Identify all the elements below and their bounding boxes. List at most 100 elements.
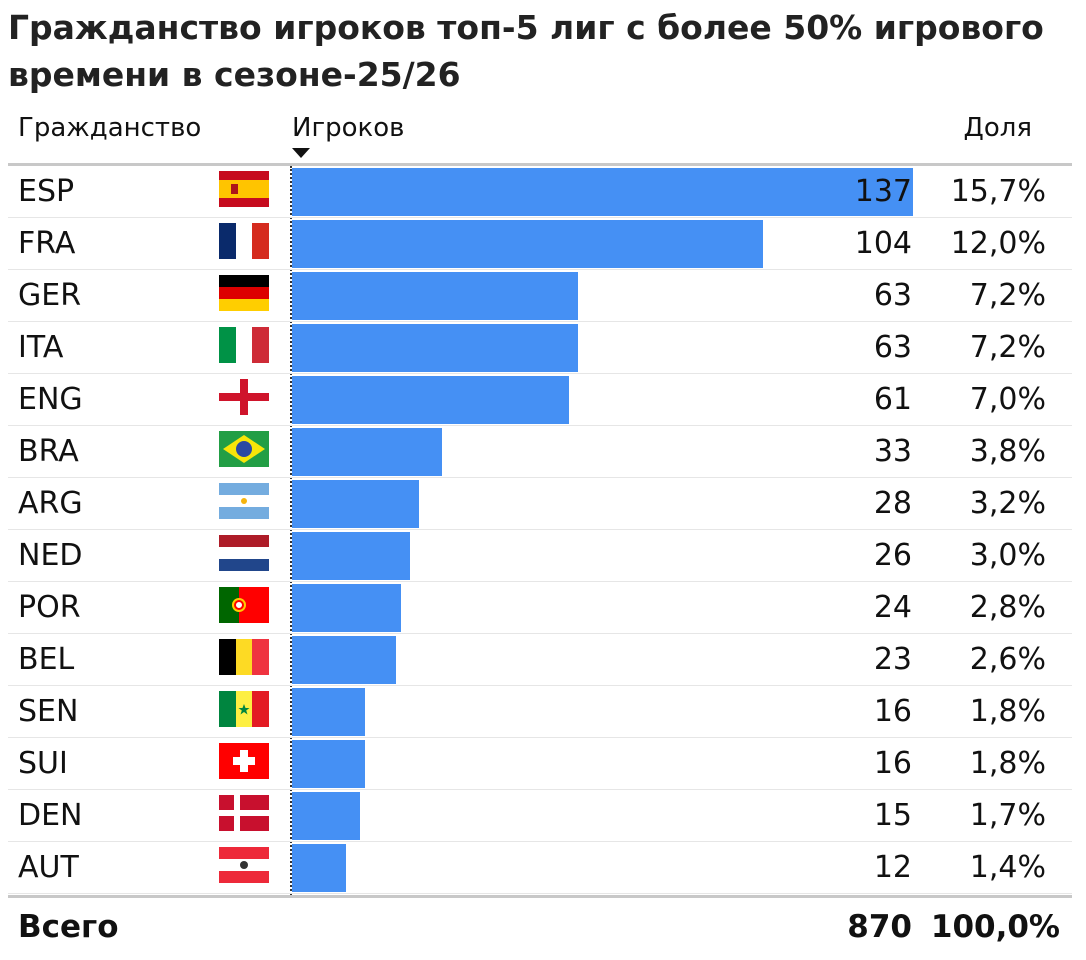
bar[interactable] <box>292 168 913 216</box>
share-label: 7,0% <box>969 382 1046 417</box>
share-label: 3,8% <box>969 434 1046 469</box>
share-label: 3,0% <box>969 538 1046 573</box>
share-label: 3,2% <box>969 486 1046 521</box>
italy-flag-icon <box>219 327 269 363</box>
senegal-flag-icon <box>219 691 269 727</box>
row-divider <box>8 529 1072 530</box>
table-row[interactable]: SUI 16 1,8% <box>0 738 1086 790</box>
share-label: 15,7% <box>950 174 1046 209</box>
row-divider <box>8 425 1072 426</box>
table-row[interactable]: ESP 137 15,7% <box>0 166 1086 218</box>
total-players: 870 <box>847 909 912 945</box>
share-label: 7,2% <box>969 330 1046 365</box>
bar-axis-line <box>290 166 292 895</box>
total-divider <box>8 895 1072 898</box>
table-row[interactable]: BRA 33 3,8% <box>0 426 1086 478</box>
bar[interactable] <box>292 740 365 788</box>
bar[interactable] <box>292 844 346 892</box>
row-divider <box>8 477 1072 478</box>
table-row[interactable]: BEL 23 2,6% <box>0 634 1086 686</box>
row-divider <box>8 685 1072 686</box>
share-label: 2,6% <box>969 642 1046 677</box>
share-label: 2,8% <box>969 590 1046 625</box>
country-code: BEL <box>18 642 75 677</box>
row-divider <box>8 737 1072 738</box>
country-code: GER <box>18 278 82 313</box>
share-label: 1,8% <box>969 746 1046 781</box>
player-count-label: 23 <box>873 642 912 677</box>
row-divider <box>8 321 1072 322</box>
bar[interactable] <box>292 428 442 476</box>
table-row[interactable]: ITA 63 7,2% <box>0 322 1086 374</box>
player-count-label: 12 <box>873 850 912 885</box>
germany-flag-icon <box>219 275 269 311</box>
brazil-flag-icon <box>219 431 269 467</box>
table-row[interactable]: SEN 16 1,8% <box>0 686 1086 738</box>
player-count-label: 61 <box>873 382 912 417</box>
column-header-players[interactable]: Игроков <box>292 113 405 143</box>
total-share: 100,0% <box>930 909 1060 945</box>
share-label: 1,4% <box>969 850 1046 885</box>
column-header-share[interactable]: Доля <box>963 113 1032 143</box>
table-row[interactable]: NED 26 3,0% <box>0 530 1086 582</box>
bar[interactable] <box>292 792 360 840</box>
table-row[interactable]: DEN 15 1,7% <box>0 790 1086 842</box>
country-code: BRA <box>18 434 79 469</box>
denmark-flag-icon <box>219 795 269 831</box>
chart-title: Гражданство игроков топ-5 лиг с более 50… <box>8 8 1044 94</box>
player-count-label: 104 <box>854 226 912 261</box>
player-count-label: 16 <box>873 694 912 729</box>
total-label: Всего <box>18 909 119 945</box>
player-count-label: 63 <box>873 330 912 365</box>
country-code: SUI <box>18 746 68 781</box>
table-row[interactable]: AUT 12 1,4% <box>0 842 1086 894</box>
player-count-label: 33 <box>873 434 912 469</box>
bar[interactable] <box>292 688 365 736</box>
table-row[interactable]: FRA 104 12,0% <box>0 218 1086 270</box>
row-divider <box>8 581 1072 582</box>
table-row[interactable]: POR 24 2,8% <box>0 582 1086 634</box>
table-row[interactable]: ENG 61 7,0% <box>0 374 1086 426</box>
bar[interactable] <box>292 272 578 320</box>
netherlands-flag-icon <box>219 535 269 571</box>
france-flag-icon <box>219 223 269 259</box>
country-code: AUT <box>18 850 79 885</box>
country-code: ESP <box>18 174 75 209</box>
bar[interactable] <box>292 584 401 632</box>
row-divider <box>8 789 1072 790</box>
argentina-flag-icon <box>219 483 269 519</box>
country-code: FRA <box>18 226 76 261</box>
player-count-label: 24 <box>873 590 912 625</box>
country-code: ARG <box>18 486 83 521</box>
bar[interactable] <box>292 480 419 528</box>
table-row[interactable]: ARG 28 3,2% <box>0 478 1086 530</box>
share-label: 1,7% <box>969 798 1046 833</box>
switzerland-flag-icon <box>219 743 269 779</box>
row-divider <box>8 633 1072 634</box>
sort-descending-icon <box>292 148 310 158</box>
header-divider <box>8 163 1072 166</box>
bar[interactable] <box>292 532 410 580</box>
country-code: POR <box>18 590 81 625</box>
belgium-flag-icon <box>219 639 269 675</box>
portugal-flag-icon <box>219 587 269 623</box>
row-divider <box>8 893 1072 894</box>
player-count-label: 26 <box>873 538 912 573</box>
country-code: DEN <box>18 798 83 833</box>
bar[interactable] <box>292 220 763 268</box>
row-divider <box>8 269 1072 270</box>
row-divider <box>8 841 1072 842</box>
country-code: ENG <box>18 382 83 417</box>
table-row[interactable]: GER 63 7,2% <box>0 270 1086 322</box>
country-code: NED <box>18 538 83 573</box>
column-header-citizenship[interactable]: Гражданство <box>18 113 202 143</box>
spain-flag-icon <box>219 171 269 207</box>
share-label: 12,0% <box>950 226 1046 261</box>
bar[interactable] <box>292 636 396 684</box>
row-divider <box>8 373 1072 374</box>
row-divider <box>8 217 1072 218</box>
share-label: 7,2% <box>969 278 1046 313</box>
bar[interactable] <box>292 376 569 424</box>
country-code: ITA <box>18 330 64 365</box>
bar[interactable] <box>292 324 578 372</box>
